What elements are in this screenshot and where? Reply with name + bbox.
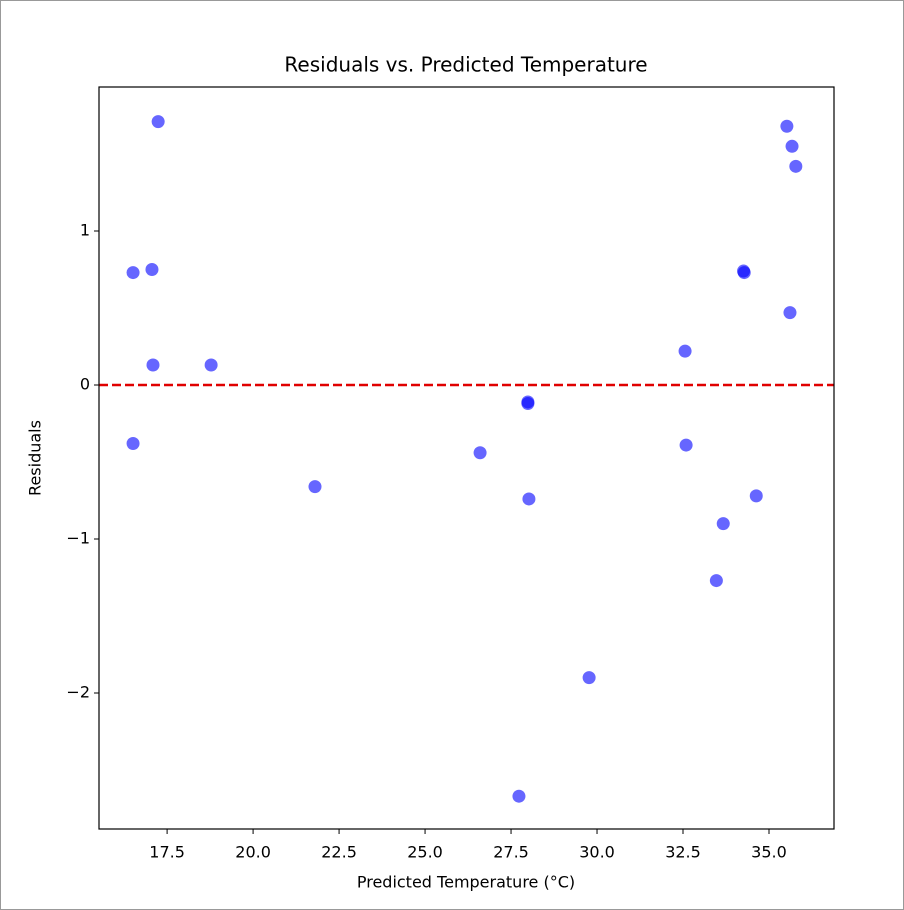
x-tick-label: 35.0 [751, 843, 787, 862]
point [737, 266, 751, 280]
point [749, 489, 763, 503]
point [582, 671, 596, 685]
point [204, 358, 218, 372]
point [716, 517, 730, 531]
point [308, 480, 322, 494]
x-tick-label: 27.5 [493, 843, 529, 862]
x-tick-label: 22.5 [321, 843, 357, 862]
point [126, 266, 140, 280]
point [522, 492, 536, 506]
point [473, 446, 487, 460]
point [789, 159, 803, 173]
x-axis-label: Predicted Temperature (°C) [357, 873, 575, 892]
chart-title: Residuals vs. Predicted Temperature [284, 53, 647, 77]
point [126, 437, 140, 451]
y-tick-label: −2 [66, 683, 90, 702]
point [709, 574, 723, 588]
y-axis-label: Residuals [26, 420, 45, 496]
point [512, 789, 526, 803]
point [785, 139, 799, 153]
x-tick-label: 30.0 [579, 843, 615, 862]
y-tick-label: −1 [66, 529, 90, 548]
point [521, 396, 535, 410]
point [678, 344, 692, 358]
x-tick-label: 25.0 [407, 843, 443, 862]
point [679, 438, 693, 452]
x-tick-label: 20.0 [235, 843, 271, 862]
point [146, 358, 160, 372]
y-tick-label: 0 [80, 375, 90, 394]
plot-frame [98, 86, 835, 830]
x-tick-label: 17.5 [149, 843, 185, 862]
point [780, 119, 794, 133]
point [151, 115, 165, 129]
y-tick-label: 1 [80, 220, 90, 239]
x-tick-label: 32.5 [665, 843, 701, 862]
point [145, 262, 159, 276]
point [783, 306, 797, 320]
